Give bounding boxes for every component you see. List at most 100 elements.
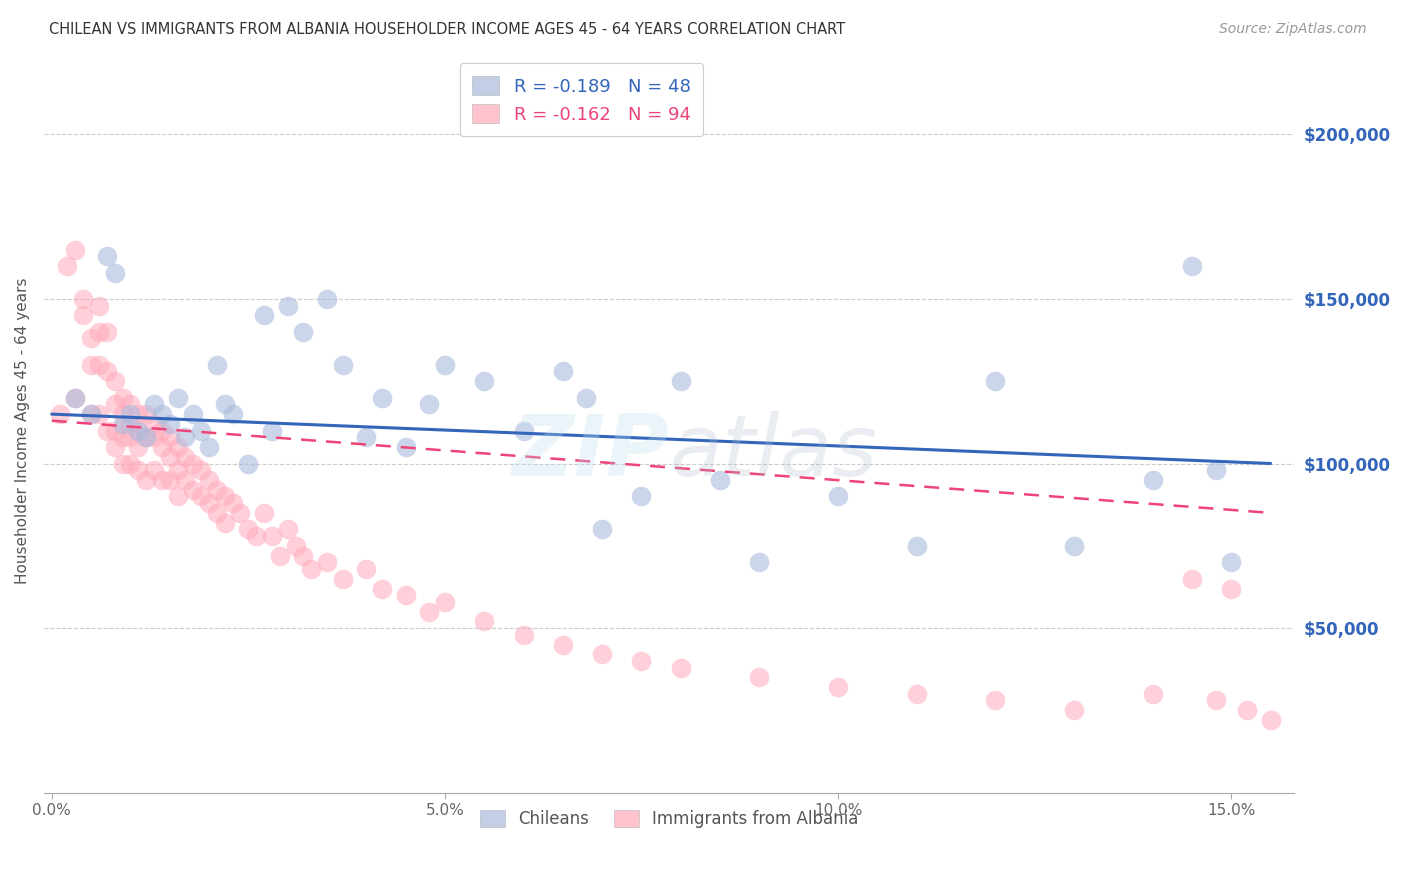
- Point: [104, 266, 127, 280]
- Point: [827, 681, 849, 695]
- Point: [87, 298, 110, 312]
- Point: [1236, 703, 1258, 717]
- Point: [111, 391, 134, 405]
- Point: [150, 473, 173, 487]
- Point: [143, 397, 166, 411]
- Point: [159, 430, 181, 444]
- Point: [433, 358, 456, 372]
- Point: [166, 490, 188, 504]
- Point: [1142, 687, 1164, 701]
- Point: [1220, 555, 1243, 569]
- Point: [127, 424, 149, 438]
- Point: [551, 364, 574, 378]
- Point: [214, 397, 236, 411]
- Point: [96, 249, 118, 263]
- Text: CHILEAN VS IMMIGRANTS FROM ALBANIA HOUSEHOLDER INCOME AGES 45 - 64 YEARS CORRELA: CHILEAN VS IMMIGRANTS FROM ALBANIA HOUSE…: [49, 22, 845, 37]
- Point: [433, 595, 456, 609]
- Point: [1063, 539, 1085, 553]
- Point: [827, 490, 849, 504]
- Point: [80, 407, 103, 421]
- Point: [260, 424, 283, 438]
- Point: [198, 473, 221, 487]
- Point: [669, 660, 692, 674]
- Point: [127, 407, 149, 421]
- Point: [238, 522, 260, 536]
- Point: [905, 539, 928, 553]
- Point: [72, 309, 94, 323]
- Point: [630, 654, 652, 668]
- Point: [190, 463, 212, 477]
- Point: [512, 424, 534, 438]
- Point: [166, 391, 188, 405]
- Point: [316, 292, 339, 306]
- Point: [120, 457, 142, 471]
- Point: [181, 457, 204, 471]
- Point: [630, 490, 652, 504]
- Point: [111, 430, 134, 444]
- Legend: Chileans, Immigrants from Albania: Chileans, Immigrants from Albania: [472, 804, 865, 835]
- Point: [984, 693, 1007, 707]
- Point: [56, 259, 79, 273]
- Point: [65, 243, 87, 257]
- Point: [269, 549, 291, 563]
- Point: [166, 463, 188, 477]
- Point: [159, 450, 181, 464]
- Point: [1142, 473, 1164, 487]
- Point: [65, 391, 87, 405]
- Point: [418, 605, 440, 619]
- Point: [80, 358, 103, 372]
- Point: [143, 463, 166, 477]
- Point: [181, 483, 204, 497]
- Point: [1260, 713, 1282, 727]
- Point: [205, 358, 228, 372]
- Point: [214, 490, 236, 504]
- Point: [905, 687, 928, 701]
- Point: [709, 473, 731, 487]
- Point: [332, 572, 354, 586]
- Point: [159, 417, 181, 431]
- Point: [150, 440, 173, 454]
- Point: [96, 325, 118, 339]
- Point: [356, 430, 378, 444]
- Point: [96, 364, 118, 378]
- Point: [292, 325, 315, 339]
- Point: [198, 440, 221, 454]
- Point: [174, 450, 197, 464]
- Point: [394, 440, 416, 454]
- Point: [190, 490, 212, 504]
- Point: [104, 397, 127, 411]
- Point: [166, 440, 188, 454]
- Point: [371, 391, 394, 405]
- Point: [591, 522, 613, 536]
- Point: [1181, 572, 1204, 586]
- Point: [104, 374, 127, 388]
- Point: [205, 483, 228, 497]
- Point: [96, 424, 118, 438]
- Point: [284, 539, 307, 553]
- Point: [472, 615, 495, 629]
- Point: [87, 325, 110, 339]
- Point: [111, 457, 134, 471]
- Point: [512, 628, 534, 642]
- Point: [238, 457, 260, 471]
- Point: [332, 358, 354, 372]
- Point: [174, 473, 197, 487]
- Point: [205, 506, 228, 520]
- Point: [127, 463, 149, 477]
- Point: [159, 473, 181, 487]
- Point: [260, 529, 283, 543]
- Point: [150, 407, 173, 421]
- Point: [371, 582, 394, 596]
- Point: [80, 407, 103, 421]
- Point: [575, 391, 598, 405]
- Point: [143, 430, 166, 444]
- Point: [127, 424, 149, 438]
- Point: [394, 588, 416, 602]
- Point: [135, 473, 157, 487]
- Text: ZIP: ZIP: [512, 411, 669, 494]
- Point: [143, 417, 166, 431]
- Point: [748, 670, 770, 684]
- Point: [669, 374, 692, 388]
- Point: [748, 555, 770, 569]
- Point: [198, 496, 221, 510]
